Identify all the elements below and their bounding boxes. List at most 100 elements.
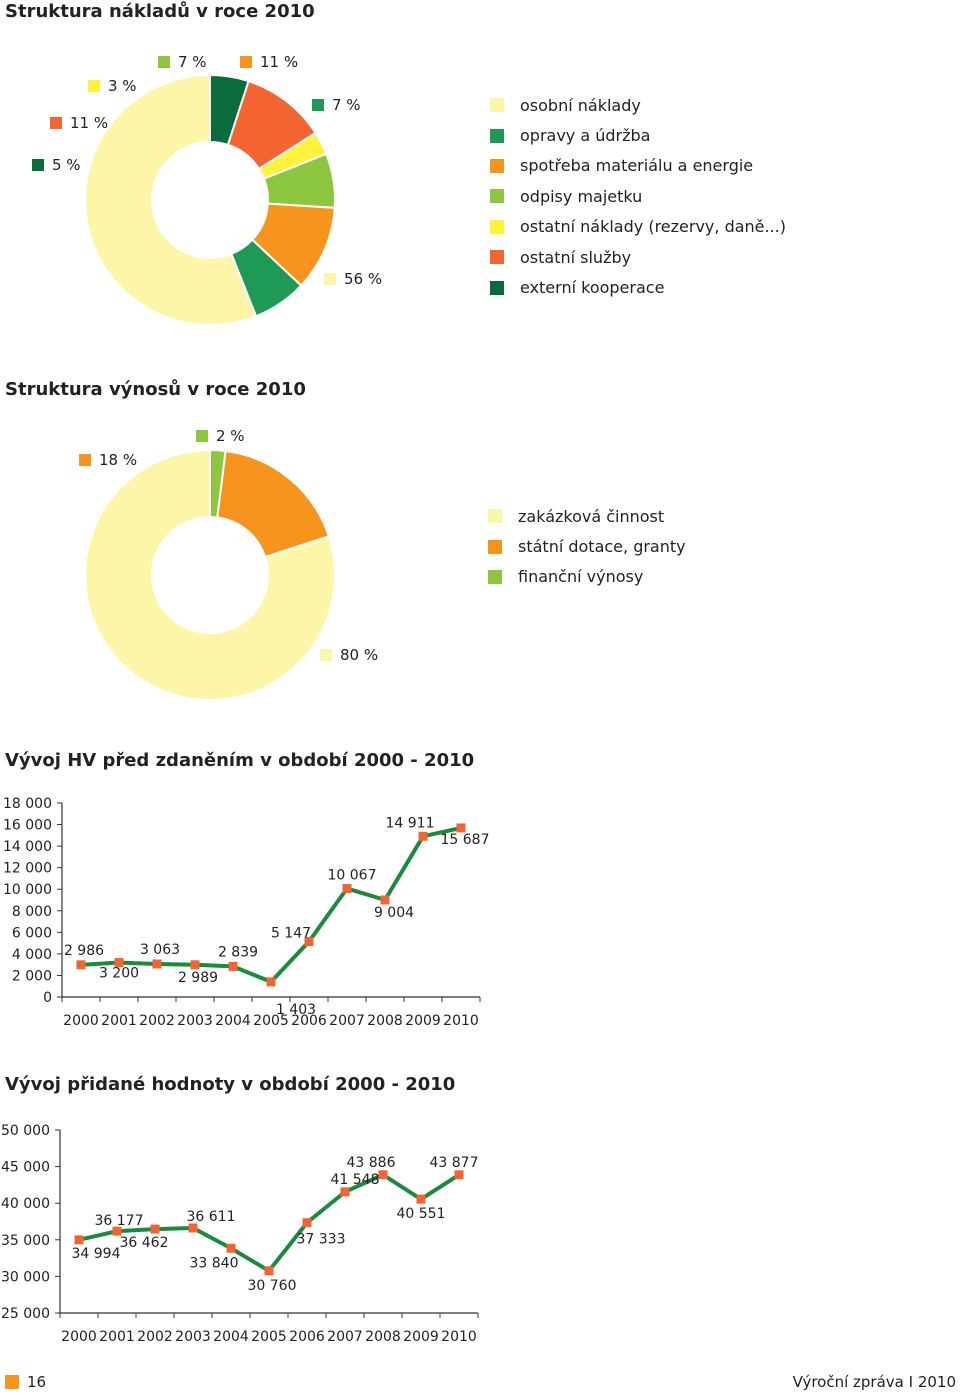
y-tick-label-8: 16 000 [3,818,52,834]
data-label-3: 2 989 [178,970,218,986]
x-tick-label-9: 2009 [403,1329,439,1345]
y-tick-label-5: 10 000 [3,882,52,898]
data-point-2 [150,1224,160,1234]
data-point-8 [378,1170,388,1180]
data-label-5: 1 403 [276,1002,316,1018]
pie-label-swatch-0 [196,430,208,442]
x-tick-label-2: 2002 [137,1329,173,1345]
data-point-5 [266,977,276,987]
data-label-2: 36 462 [120,1235,169,1251]
legend-swatch-3 [490,189,504,204]
x-tick-label-1: 2001 [101,1013,137,1029]
data-label-1: 36 177 [95,1213,144,1229]
data-label-2: 3 063 [140,942,180,958]
data-point-4 [226,1243,236,1253]
pie-value-label-0: 5 % [52,156,81,174]
y-tick-label-4: 45 000 [1,1160,50,1176]
data-point-6 [302,1218,312,1228]
y-tick-label-0: 0 [43,990,52,1006]
pie-value-label-4: 11 % [260,53,298,71]
legend-swatch-1 [488,539,502,554]
y-tick-label-0: 25 000 [1,1306,50,1322]
data-point-1 [114,958,124,968]
x-tick-label-6: 2006 [289,1329,325,1345]
x-tick-label-0: 2000 [63,1013,99,1029]
data-label-7: 41 548 [331,1172,380,1188]
costs-legend: osobní náklady opravy a údržba spotřeba ma… [490,90,786,303]
x-tick-label-3: 2003 [177,1013,213,1029]
pie-label-swatch-2 [320,649,332,661]
pie-value-label-3: 7 % [178,53,207,71]
y-tick-label-2: 4 000 [12,947,52,963]
data-label-8: 43 886 [347,1155,396,1171]
legend-label-1: ostatní služby [520,247,632,267]
data-point-0 [76,960,86,970]
x-tick-label-1: 2001 [99,1329,135,1345]
chart-title-revenues: Struktura výnosů v roce 2010 [5,379,306,400]
x-tick-label-6: 2006 [291,1013,327,1029]
pie-value-label-1: 18 % [99,451,137,469]
data-label-6: 5 147 [271,926,311,942]
pie-value-label-2: 3 % [108,77,137,95]
data-label-10: 43 877 [430,1155,479,1171]
data-point-7 [340,1187,350,1197]
pie-value-label-6: 56 % [344,270,382,288]
legend-label-0: externí kooperace [520,278,665,298]
data-point-10 [454,1170,464,1180]
legend-item-0: finanční výnosy [488,562,686,592]
data-point-10 [456,823,466,833]
x-tick-label-0: 2000 [61,1329,97,1345]
added-value-line-chart: 25 000 30 000 35 000 40 000 45 000 50 000 2000… [1,1123,479,1345]
legend-label-0: finanční výnosy [518,567,644,587]
legend-swatch-5 [490,128,504,143]
x-tick-label-8: 2008 [365,1329,401,1345]
x-tick-label-4: 2004 [215,1013,251,1029]
x-tick-label-5: 2005 [253,1013,289,1029]
pie-value-label-5: 7 % [332,96,361,114]
footer-square-icon [5,1375,19,1389]
pie-value-label-0: 2 % [216,427,245,445]
legend-swatch-2 [490,219,504,234]
legend-label-3: odpisy majetku [520,186,643,206]
data-label-4: 2 839 [218,944,258,960]
data-label-10: 15 687 [441,832,490,848]
legend-swatch-4 [490,158,504,173]
legend-item-6: osobní náklady [490,90,786,120]
pie-slice-2 [84,448,336,701]
data-label-0: 2 986 [64,943,104,959]
legend-item-4: spotřeba materiálu a energie [490,151,786,181]
legend-item-3: odpisy majetku [490,181,786,211]
y-tick-label-1: 30 000 [1,1269,50,1285]
y-tick-label-3: 6 000 [12,925,52,941]
revenues-legend: zakázková činnost státní dotace, granty fi… [488,501,686,592]
x-tick-label-10: 2010 [441,1329,477,1345]
pie-label-swatch-3 [158,56,170,68]
data-point-3 [188,1223,198,1233]
legend-swatch-0 [488,569,502,584]
x-tick-label-3: 2003 [175,1329,211,1345]
y-tick-label-3: 40 000 [1,1196,50,1212]
chart-title-added-value: Vývoj přidané hodnoty v období 2000 - 20… [5,1074,456,1095]
legend-swatch-2 [488,509,502,524]
pie-label-swatch-4 [240,56,252,68]
x-tick-label-7: 2007 [327,1329,363,1345]
legend-swatch-0 [490,280,504,295]
page-footer-number: 16 [5,1373,46,1391]
publication-name: Výroční zpráva I 2010 [792,1373,956,1391]
pie-label-swatch-1 [79,454,91,466]
pie-value-label-2: 80 % [340,646,378,664]
y-tick-label-1: 2 000 [12,968,52,984]
data-point-0 [74,1235,84,1245]
data-label-9: 14 911 [386,815,435,831]
chart-title-costs: Struktura nákladů v roce 2010 [5,1,315,22]
data-label-6: 37 333 [297,1232,346,1248]
data-label-8: 9 004 [374,905,414,921]
data-point-9 [418,831,428,841]
y-tick-label-9: 18 000 [3,796,52,812]
data-label-7: 10 067 [328,868,377,884]
legend-label-2: zakázková činnost [518,506,665,526]
x-tick-label-4: 2004 [213,1329,249,1345]
pie-slice-1 [216,449,331,559]
x-tick-label-10: 2010 [443,1013,479,1029]
y-tick-label-4: 8 000 [12,904,52,920]
